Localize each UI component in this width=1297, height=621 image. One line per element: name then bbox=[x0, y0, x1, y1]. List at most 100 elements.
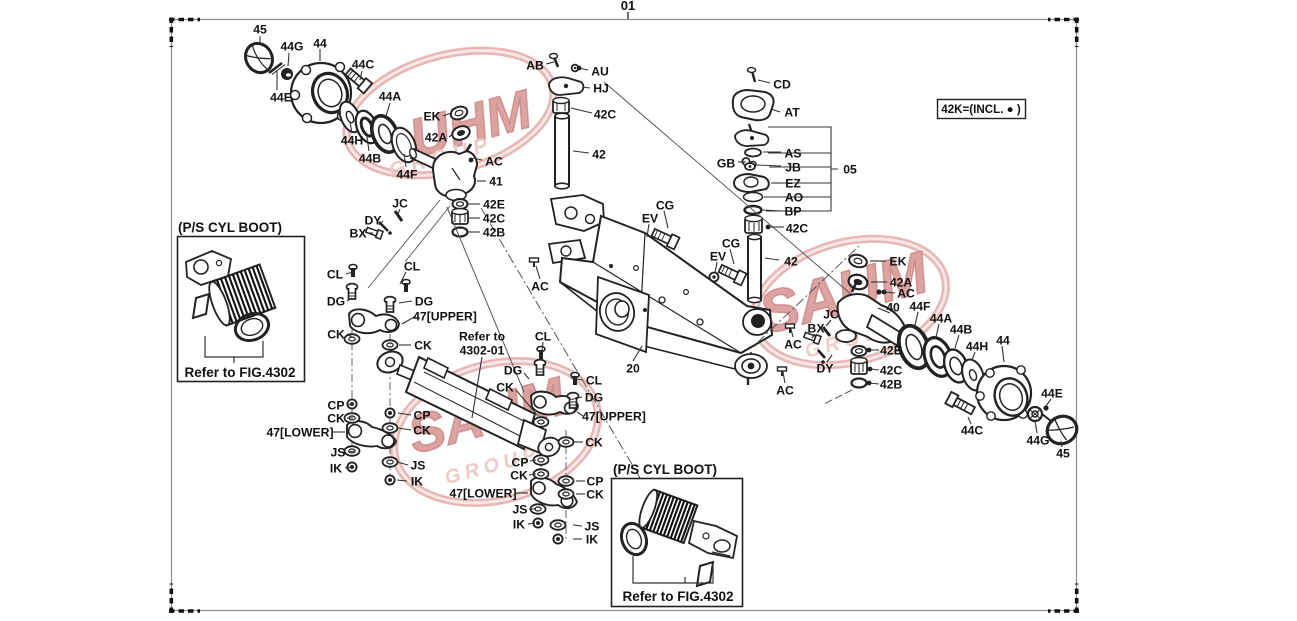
svg-text:44: 44 bbox=[313, 37, 327, 51]
svg-text:CL: CL bbox=[535, 330, 552, 344]
svg-text:44G: 44G bbox=[1026, 434, 1049, 448]
svg-text:AC: AC bbox=[784, 338, 802, 352]
svg-text:05: 05 bbox=[843, 163, 857, 177]
svg-text:41: 41 bbox=[489, 175, 503, 189]
svg-text:42B: 42B bbox=[483, 226, 506, 240]
svg-text:42E: 42E bbox=[880, 344, 902, 358]
svg-text:44F: 44F bbox=[909, 300, 930, 314]
svg-text:42: 42 bbox=[592, 148, 606, 162]
svg-text:CK: CK bbox=[585, 436, 603, 450]
svg-text:DG: DG bbox=[415, 295, 433, 309]
svg-text:45: 45 bbox=[1056, 447, 1070, 461]
svg-text:42A: 42A bbox=[890, 276, 913, 290]
svg-text:IK: IK bbox=[411, 475, 423, 489]
svg-text:AS: AS bbox=[785, 147, 802, 161]
svg-text:42C: 42C bbox=[483, 212, 506, 226]
svg-text:20: 20 bbox=[626, 362, 640, 376]
svg-text:40: 40 bbox=[886, 301, 900, 315]
svg-text:42C: 42C bbox=[786, 222, 809, 236]
svg-text:44G: 44G bbox=[280, 40, 303, 54]
svg-text:42: 42 bbox=[784, 255, 798, 269]
svg-text:Refer to FIG.4302: Refer to FIG.4302 bbox=[184, 365, 295, 380]
svg-text:AC: AC bbox=[485, 155, 503, 169]
svg-text:JS: JS bbox=[513, 503, 528, 517]
svg-text:42B: 42B bbox=[880, 378, 903, 392]
svg-text:CK: CK bbox=[413, 424, 431, 438]
svg-text:4302-01: 4302-01 bbox=[460, 344, 505, 358]
svg-text:Refer to FIG.4302: Refer to FIG.4302 bbox=[622, 589, 733, 604]
svg-text:EV: EV bbox=[642, 212, 659, 226]
svg-text:CP: CP bbox=[587, 475, 604, 489]
svg-text:42C: 42C bbox=[594, 108, 617, 122]
svg-text:(P/S CYL BOOT): (P/S CYL BOOT) bbox=[178, 220, 282, 235]
svg-text:JB: JB bbox=[785, 161, 801, 175]
svg-text:HJ: HJ bbox=[593, 82, 609, 96]
svg-text:CK: CK bbox=[510, 469, 528, 483]
svg-text:CG: CG bbox=[722, 237, 740, 251]
svg-text:JS: JS bbox=[331, 446, 346, 460]
svg-text:BX: BX bbox=[350, 227, 368, 241]
svg-text:47[LOWER]: 47[LOWER] bbox=[449, 487, 516, 501]
svg-text:42A: 42A bbox=[425, 131, 448, 145]
svg-text:BX: BX bbox=[808, 322, 826, 336]
svg-text:EV: EV bbox=[710, 250, 727, 264]
svg-text:GB: GB bbox=[717, 157, 735, 171]
svg-text:44B: 44B bbox=[950, 323, 973, 337]
svg-text:44H: 44H bbox=[966, 340, 988, 354]
svg-text:EK: EK bbox=[890, 255, 907, 269]
svg-text:DG: DG bbox=[327, 295, 345, 309]
svg-text:EZ: EZ bbox=[785, 177, 801, 191]
svg-text:DY: DY bbox=[365, 214, 382, 228]
svg-text:44A: 44A bbox=[930, 312, 953, 326]
svg-text:47[UPPER]: 47[UPPER] bbox=[582, 410, 646, 424]
svg-text:AC: AC bbox=[897, 287, 915, 301]
svg-text:(P/S CYL BOOT): (P/S CYL BOOT) bbox=[613, 462, 717, 477]
svg-text:BP: BP bbox=[785, 205, 802, 219]
svg-text:IK: IK bbox=[330, 462, 342, 476]
svg-text:Refer to: Refer to bbox=[459, 330, 505, 344]
svg-text:IK: IK bbox=[586, 533, 598, 547]
svg-text:47[UPPER]: 47[UPPER] bbox=[413, 310, 477, 324]
svg-text:AO: AO bbox=[785, 191, 803, 205]
svg-text:CK: CK bbox=[327, 412, 345, 426]
svg-text:44E: 44E bbox=[270, 91, 292, 105]
svg-text:JC: JC bbox=[392, 197, 408, 211]
svg-text:44B: 44B bbox=[359, 152, 382, 166]
svg-text:CD: CD bbox=[773, 78, 791, 92]
svg-text:CL: CL bbox=[327, 268, 344, 282]
svg-text:47[LOWER]: 47[LOWER] bbox=[266, 426, 333, 440]
svg-text:AC: AC bbox=[776, 384, 794, 398]
svg-text:AB: AB bbox=[526, 59, 544, 73]
svg-text:DG: DG bbox=[585, 391, 603, 405]
svg-text:CK: CK bbox=[414, 339, 432, 353]
svg-text:CL: CL bbox=[404, 260, 421, 274]
svg-text:CG: CG bbox=[656, 199, 674, 213]
svg-text:42E: 42E bbox=[483, 198, 505, 212]
svg-text:01: 01 bbox=[621, 0, 635, 13]
svg-text:DG: DG bbox=[504, 364, 522, 378]
svg-text:44F: 44F bbox=[396, 168, 417, 182]
svg-text:EK: EK bbox=[424, 110, 441, 124]
svg-text:JS: JS bbox=[411, 459, 426, 473]
svg-text:CK: CK bbox=[586, 488, 604, 502]
svg-text:42K=(INCL. ● ): 42K=(INCL. ● ) bbox=[941, 103, 1021, 116]
svg-text:44C: 44C bbox=[352, 58, 375, 72]
svg-text:44C: 44C bbox=[961, 424, 984, 438]
svg-text:44A: 44A bbox=[379, 90, 402, 104]
svg-text:CP: CP bbox=[512, 456, 529, 470]
svg-text:CK: CK bbox=[496, 381, 514, 395]
svg-text:AT: AT bbox=[784, 106, 800, 120]
svg-text:44H: 44H bbox=[341, 134, 363, 148]
svg-text:IK: IK bbox=[513, 518, 525, 532]
svg-text:AU: AU bbox=[591, 65, 609, 79]
svg-text:JC: JC bbox=[823, 308, 839, 322]
svg-text:CP: CP bbox=[414, 409, 431, 423]
svg-text:CK: CK bbox=[327, 328, 345, 342]
svg-text:44: 44 bbox=[996, 334, 1010, 348]
svg-text:CL: CL bbox=[586, 374, 603, 388]
svg-text:JS: JS bbox=[585, 520, 600, 534]
svg-text:AC: AC bbox=[531, 280, 549, 294]
svg-text:DY: DY bbox=[817, 362, 834, 376]
svg-text:45: 45 bbox=[253, 23, 267, 37]
svg-text:42C: 42C bbox=[880, 364, 903, 378]
